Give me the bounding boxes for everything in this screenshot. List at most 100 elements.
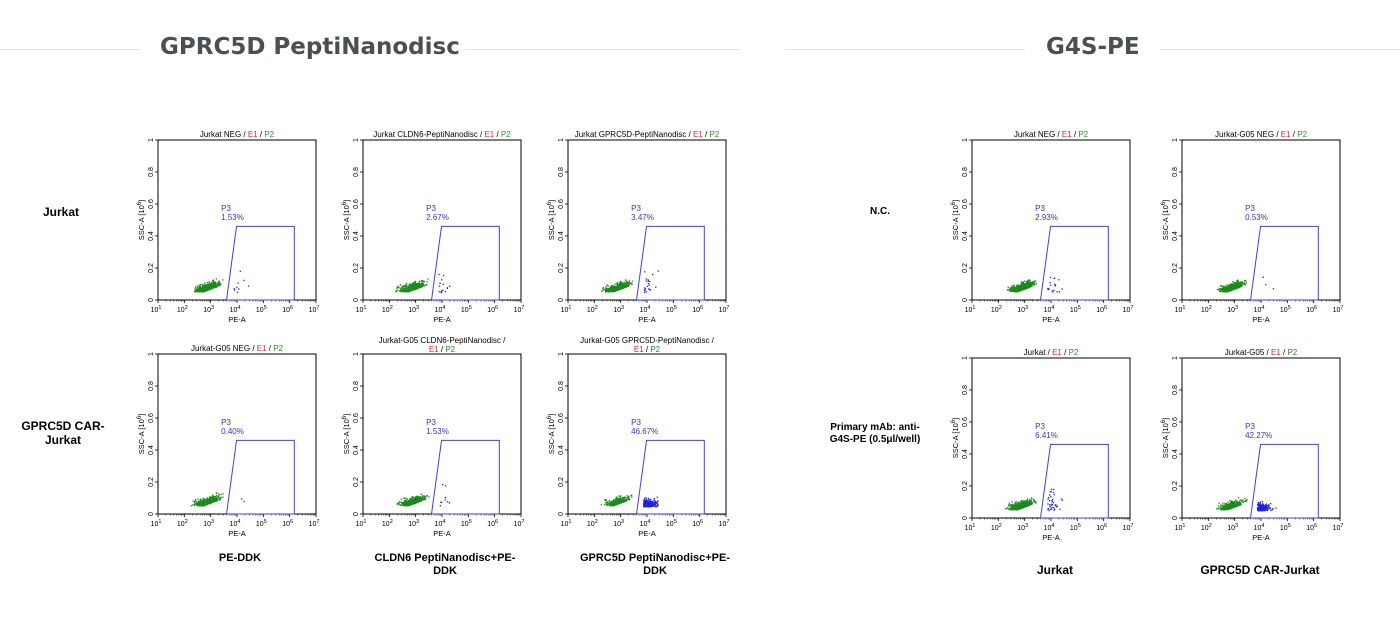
- event-negative: [602, 288, 604, 290]
- event-negative: [411, 284, 414, 287]
- event-negative: [1029, 280, 1031, 282]
- event-negative: [612, 503, 614, 506]
- event-negative: [204, 282, 206, 284]
- event-negative: [1030, 282, 1033, 284]
- event-negative: [423, 496, 426, 499]
- event-negative: [1029, 282, 1031, 284]
- event-negative: [617, 285, 619, 287]
- event-negative: [610, 290, 612, 292]
- event-gated: [239, 270, 241, 272]
- event-negative: [204, 289, 206, 291]
- event-negative: [1034, 280, 1036, 282]
- event-negative: [1016, 287, 1018, 289]
- event-negative: [1027, 281, 1030, 284]
- event-negative: [1028, 279, 1031, 281]
- event-negative: [602, 289, 604, 292]
- event-negative: [419, 500, 421, 502]
- event-negative: [415, 500, 417, 502]
- event-negative: [615, 503, 617, 505]
- event-negative: [404, 503, 406, 505]
- flow-plot-svg: Jurkat-G05 NEG / E1 / P200.20.40.60.81SS…: [137, 344, 319, 538]
- x-tick-exp: 7: [316, 305, 319, 311]
- event-negative: [220, 283, 222, 285]
- y-axis-label-text: SSC-A [10: [547, 419, 556, 454]
- y-axis-label-text: SSC-A [10: [951, 205, 960, 240]
- event-negative: [423, 285, 426, 287]
- x-tick-base: 10: [203, 521, 211, 528]
- x-tick-exp: 5: [469, 305, 472, 311]
- x-tick-exp: 4: [442, 519, 445, 525]
- event-negative: [628, 498, 630, 501]
- event-negative: [413, 500, 415, 502]
- event-gated: [1058, 291, 1060, 293]
- x-tick-label: 102: [1201, 305, 1212, 314]
- gate-p3: [225, 225, 295, 301]
- event-points: [190, 492, 245, 507]
- x-tick-exp: 7: [316, 519, 319, 525]
- event-negative: [410, 283, 412, 285]
- event-negative: [410, 499, 412, 502]
- event-gated: [441, 484, 444, 486]
- event-negative: [618, 286, 620, 289]
- event-negative: [1024, 284, 1026, 287]
- x-tick-base: 10: [1123, 307, 1131, 314]
- x-tick-base: 10: [282, 521, 290, 528]
- event-negative: [1035, 283, 1037, 285]
- event-negative: [1030, 285, 1033, 287]
- y-tick-label: 0.4: [558, 231, 565, 241]
- event-negative: [605, 501, 607, 504]
- x-tick-base: 10: [1175, 307, 1183, 314]
- event-negative: [421, 283, 424, 285]
- event-negative: [208, 502, 210, 505]
- event-negative: [616, 286, 618, 288]
- y-axis-label-close: ]: [547, 414, 556, 416]
- event-negative: [622, 287, 625, 289]
- event-negative: [215, 496, 218, 499]
- x-tick-exp: 2: [390, 519, 393, 525]
- x-tick-exp: 2: [390, 305, 393, 311]
- event-negative: [211, 286, 213, 289]
- event-negative: [215, 278, 218, 280]
- x-tick-label: 106: [1096, 305, 1107, 314]
- y-tick-label: 0.8: [558, 381, 565, 391]
- event-gated: [657, 504, 659, 507]
- event-negative: [198, 504, 200, 506]
- event-negative: [199, 286, 201, 288]
- event-negative: [610, 503, 612, 505]
- event-negative: [198, 500, 200, 502]
- event-negative: [414, 281, 416, 283]
- x-axis-label: PE-A: [433, 315, 451, 324]
- y-tick-label: 0: [1172, 298, 1179, 302]
- event-gated: [644, 499, 646, 501]
- x-tick-exp: 7: [521, 519, 524, 525]
- event-negative: [207, 500, 209, 502]
- event-negative: [196, 289, 199, 291]
- x-tick-base: 10: [587, 307, 595, 314]
- event-gated: [1061, 288, 1063, 290]
- x-tick-exp: 5: [674, 519, 677, 525]
- x-tick-exp: 2: [185, 519, 188, 525]
- y-tick-label: 0.4: [1172, 231, 1179, 241]
- event-negative: [622, 500, 625, 502]
- event-negative: [622, 496, 624, 499]
- y-tick-label: 0.2: [353, 263, 360, 273]
- event-gated: [248, 285, 250, 287]
- event-negative: [631, 280, 634, 282]
- event-negative: [222, 279, 224, 281]
- x-tick-label: 104: [435, 305, 446, 314]
- event-negative: [617, 502, 619, 504]
- event-negative: [216, 492, 218, 494]
- event-negative: [616, 502, 619, 505]
- event-negative: [405, 285, 408, 287]
- event-negative: [195, 286, 197, 288]
- x-tick-label: 104: [640, 519, 651, 528]
- event-gated: [442, 274, 445, 277]
- event-negative: [600, 504, 602, 506]
- event-negative: [410, 289, 412, 291]
- event-negative: [1020, 284, 1022, 286]
- y-axis-label-close: ]: [1161, 200, 1170, 202]
- event-negative: [1026, 283, 1028, 285]
- event-gated: [1049, 276, 1052, 279]
- event-negative: [200, 286, 202, 289]
- x-tick-exp: 3: [211, 305, 214, 311]
